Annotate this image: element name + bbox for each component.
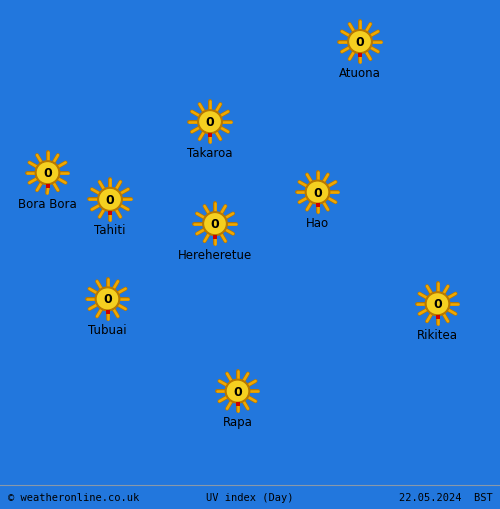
Text: 0: 0 — [233, 385, 242, 398]
Circle shape — [198, 111, 222, 133]
Circle shape — [202, 212, 228, 237]
Circle shape — [304, 180, 330, 205]
Circle shape — [97, 187, 123, 212]
Circle shape — [204, 213, 227, 235]
Text: 0: 0 — [206, 116, 214, 129]
Circle shape — [306, 182, 329, 204]
Circle shape — [348, 32, 372, 53]
Text: 0: 0 — [356, 36, 364, 49]
Circle shape — [226, 380, 249, 403]
Text: 0: 0 — [313, 186, 322, 199]
Circle shape — [224, 379, 250, 404]
Text: 0: 0 — [106, 193, 114, 207]
Text: UV index (Day): UV index (Day) — [206, 492, 294, 502]
Text: 0: 0 — [103, 293, 112, 306]
Text: 0: 0 — [433, 298, 442, 310]
Text: 0: 0 — [210, 218, 220, 231]
Text: Hereheretue: Hereheretue — [178, 248, 252, 261]
Text: 0: 0 — [43, 167, 52, 180]
Circle shape — [197, 110, 223, 135]
Circle shape — [347, 30, 373, 55]
Circle shape — [34, 161, 60, 186]
Text: Tubuai: Tubuai — [88, 323, 127, 336]
Text: Rikitea: Rikitea — [417, 328, 458, 341]
Circle shape — [98, 189, 122, 211]
Text: © weatheronline.co.uk: © weatheronline.co.uk — [8, 492, 139, 502]
Text: Takaroa: Takaroa — [187, 147, 233, 159]
Text: Tahiti: Tahiti — [94, 224, 126, 237]
Text: Atuona: Atuona — [339, 66, 381, 79]
Text: 22.05.2024  BST: 22.05.2024 BST — [399, 492, 492, 502]
Circle shape — [94, 287, 120, 312]
Circle shape — [424, 292, 450, 317]
Circle shape — [96, 288, 119, 310]
Text: Bora Bora: Bora Bora — [18, 197, 77, 210]
Text: Rapa: Rapa — [222, 415, 252, 428]
Circle shape — [36, 162, 59, 184]
Circle shape — [426, 293, 449, 315]
Text: Hao: Hao — [306, 217, 329, 230]
